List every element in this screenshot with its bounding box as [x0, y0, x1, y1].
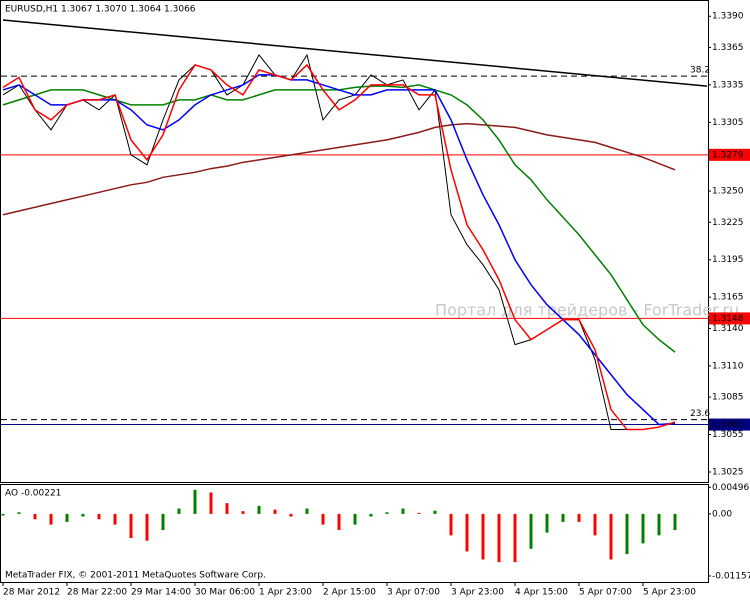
- ao-bar: [481, 513, 485, 560]
- ao-bar: [97, 513, 101, 520]
- ao-bar: [561, 513, 565, 522]
- y-tick-label: 1.3225: [712, 218, 744, 228]
- ao-bar: [241, 511, 245, 514]
- x-tick-label: 5 Apr 23:00: [643, 588, 696, 598]
- y-tick-label: 1.3085: [712, 393, 744, 403]
- level-tag: [709, 418, 750, 431]
- y-tick-label: 0.00: [712, 509, 732, 519]
- ao-bar: [273, 509, 277, 514]
- level-label: 1.3279: [712, 150, 744, 160]
- ao-bar: [353, 513, 357, 525]
- ao-bar: [369, 513, 373, 517]
- y-tick-label: 1.3250: [712, 187, 744, 197]
- ao-bar: [17, 512, 21, 514]
- ao-bar: [193, 489, 197, 514]
- y-tick-label: 1.3025: [712, 468, 744, 478]
- ao-bar: [1, 513, 5, 516]
- level-tag: [709, 312, 750, 325]
- footer: MetaTrader FIX, © 2001-2011 MetaQuotes S…: [5, 571, 266, 581]
- y-tick-label: 1.3110: [712, 361, 744, 371]
- ao-bar: [529, 513, 533, 549]
- x-tick-label: 4 Apr 15:00: [515, 588, 568, 598]
- moving-average: [2, 122, 676, 216]
- x-tick-label: 29 Mar 14:00: [131, 588, 191, 598]
- y-tick-label: 1.3390: [712, 12, 744, 22]
- y-tick-label: -0.01157: [712, 571, 750, 581]
- y-tick-label: 1.3195: [712, 255, 744, 265]
- ao-bar: [209, 492, 213, 514]
- ao-bar: [673, 513, 677, 530]
- level-tag: [709, 148, 750, 161]
- ao-bar: [385, 512, 389, 514]
- y-tick-label: 0.00496: [712, 483, 749, 493]
- indicator-panel: [0, 484, 709, 583]
- ao-bar: [81, 513, 85, 517]
- ao-bar: [289, 513, 293, 517]
- x-tick-label: 5 Apr 07:00: [579, 588, 632, 598]
- y-tick-label: 1.3055: [712, 430, 744, 440]
- ao-bar: [625, 513, 629, 555]
- ao-bar: [497, 513, 501, 563]
- indicator-label: AO -0.00221: [5, 489, 61, 499]
- level-label: 1.3148: [712, 314, 744, 324]
- fib-label: 23.6: [690, 409, 710, 419]
- ao-bar: [49, 513, 53, 525]
- x-tick-label: 1 Apr 23:00: [259, 588, 312, 598]
- y-tick-label: 1.3335: [712, 80, 744, 90]
- ao-bar: [401, 508, 405, 514]
- x-tick-label: 28 Mar 22:00: [67, 588, 127, 598]
- ao-bar: [65, 513, 69, 522]
- ao-bar: [33, 513, 37, 520]
- ao-bar: [177, 508, 181, 514]
- fib-label: 38.2: [690, 66, 710, 76]
- watermark: Портал для трейдеров - ForTrader.ru: [435, 301, 739, 320]
- ao-bar: [449, 513, 453, 536]
- ao-bar: [417, 512, 421, 514]
- ao-bar: [433, 510, 437, 514]
- trendline: [2, 19, 708, 87]
- ao-bar: [641, 513, 645, 544]
- x-tick-label: 3 Apr 23:00: [451, 588, 504, 598]
- ao-bar: [321, 513, 325, 525]
- ao-bar: [513, 513, 517, 563]
- ao-bar: [465, 513, 469, 552]
- price-panel: [0, 0, 709, 483]
- ao-bar: [257, 505, 261, 514]
- ao-bar: [305, 508, 309, 514]
- y-tick-label: 1.3140: [712, 324, 744, 334]
- symbol-info: EURUSD,H1 1.3067 1.3070 1.3064 1.3066: [5, 5, 196, 15]
- y-tick-label: 1.3165: [712, 293, 744, 303]
- y-tick-label: 1.3365: [712, 43, 744, 53]
- x-tick-label: 2 Apr 15:00: [323, 588, 376, 598]
- level-label: 1.3063: [712, 420, 744, 430]
- ao-bar: [609, 513, 613, 560]
- moving-average: [2, 63, 676, 431]
- ao-bar: [145, 513, 149, 541]
- x-tick-label: 3 Apr 07:00: [387, 588, 440, 598]
- ao-bar: [129, 513, 133, 539]
- ao-bar: [225, 503, 229, 514]
- ao-bar: [161, 513, 165, 530]
- ao-bar: [337, 513, 341, 530]
- ao-bar: [593, 513, 597, 536]
- ao-bar: [545, 513, 549, 533]
- x-tick-label: 28 Mar 2012: [3, 588, 60, 598]
- ao-bar: [577, 513, 581, 522]
- y-tick-label: 1.3305: [712, 118, 744, 128]
- ao-bar: [113, 513, 117, 525]
- x-tick-label: 30 Mar 06:00: [195, 588, 255, 598]
- ao-bar: [657, 513, 661, 536]
